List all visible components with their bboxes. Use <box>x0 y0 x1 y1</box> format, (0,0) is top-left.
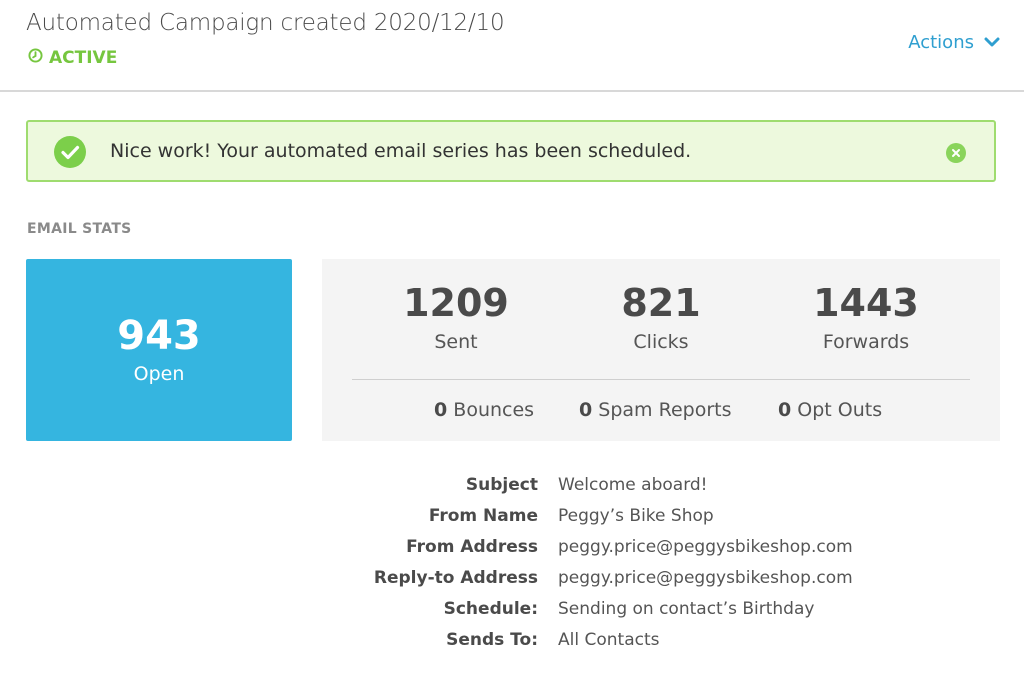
detail-label: From Address <box>406 537 538 557</box>
detail-value: peggy.price@peggysbikeshop.com <box>558 537 853 557</box>
bounces-count: 0 <box>434 399 448 421</box>
detail-label: Subject <box>465 475 538 495</box>
page-header: Automated Campaign created 2020/12/10 AC… <box>0 0 1024 92</box>
bounces-label: Bounces <box>453 399 535 421</box>
email-stats-heading: EMAIL STATS <box>27 221 132 237</box>
bounces-stat[interactable]: 0 Bounces <box>434 399 534 421</box>
detail-value: Sending on contact’s Birthday <box>558 599 815 619</box>
detail-value: Welcome aboard! <box>558 475 708 495</box>
actions-label: Actions <box>908 32 974 53</box>
forwards-stat[interactable]: 1443 Forwards <box>766 281 966 353</box>
detail-row-from-address: From Address peggy.price@peggysbikeshop.… <box>0 537 1024 568</box>
forwards-label: Forwards <box>822 331 910 353</box>
stats-divider <box>352 379 970 380</box>
detail-row-subject: Subject Welcome aboard! <box>0 475 1024 506</box>
detail-value: peggy.price@peggysbikeshop.com <box>558 568 853 588</box>
detail-row-schedule: Schedule: Sending on contact’s Birthday <box>0 599 1024 630</box>
open-stat-card[interactable]: 943 Open <box>26 259 292 441</box>
sent-stat[interactable]: 1209 Sent <box>356 281 556 353</box>
detail-label: Reply-to Address <box>373 568 538 588</box>
stats-panel: 1209 Sent 821 Clicks 1443 Forwards 0 Bou… <box>322 259 1000 441</box>
clicks-label: Clicks <box>633 331 689 353</box>
chevron-down-icon <box>984 32 1000 53</box>
alert-message: Nice work! Your automated email series h… <box>110 140 692 162</box>
check-circle-icon <box>54 136 86 168</box>
clicks-stat[interactable]: 821 Clicks <box>561 281 761 353</box>
clock-icon <box>28 48 43 68</box>
detail-label: Sends To: <box>446 630 538 650</box>
sent-count: 1209 <box>403 281 509 325</box>
detail-label: From Name <box>428 506 538 526</box>
open-count: 943 <box>117 313 201 359</box>
page-title: Automated Campaign created 2020/12/10 <box>26 10 505 36</box>
spam-count: 0 <box>579 399 593 421</box>
detail-row-from-name: From Name Peggy’s Bike Shop <box>0 506 1024 537</box>
detail-value: Peggy’s Bike Shop <box>558 506 714 526</box>
opt-outs-stat[interactable]: 0 Opt Outs <box>778 399 882 421</box>
forwards-count: 1443 <box>813 281 919 325</box>
status-badge: ACTIVE <box>28 48 117 68</box>
detail-label: Schedule: <box>443 599 538 619</box>
clicks-count: 821 <box>621 281 701 325</box>
actions-dropdown[interactable]: Actions <box>908 32 1000 53</box>
detail-row-sends-to: Sends To: All Contacts <box>0 630 1024 661</box>
optouts-count: 0 <box>778 399 792 421</box>
spam-label: Spam Reports <box>598 399 732 421</box>
spam-reports-stat[interactable]: 0 Spam Reports <box>579 399 731 421</box>
sent-label: Sent <box>434 331 478 353</box>
detail-value: All Contacts <box>558 630 660 650</box>
detail-row-reply-to: Reply-to Address peggy.price@peggysbikes… <box>0 568 1024 599</box>
status-label: ACTIVE <box>49 48 118 68</box>
open-label: Open <box>133 363 185 385</box>
success-alert: Nice work! Your automated email series h… <box>26 120 996 182</box>
close-icon[interactable] <box>946 143 966 163</box>
optouts-label: Opt Outs <box>797 399 883 421</box>
